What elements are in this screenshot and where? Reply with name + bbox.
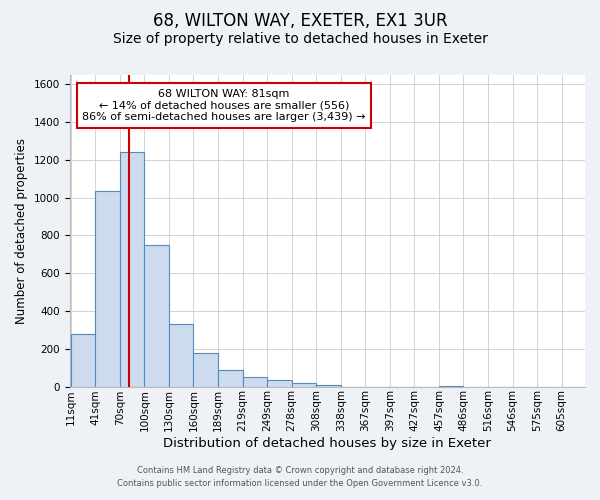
Bar: [145, 245, 169, 386]
Bar: [292, 383, 316, 386]
Text: Size of property relative to detached houses in Exeter: Size of property relative to detached ho…: [113, 32, 487, 46]
Bar: [193, 354, 218, 386]
Bar: [218, 370, 242, 386]
Bar: [169, 324, 193, 386]
Y-axis label: Number of detached properties: Number of detached properties: [15, 138, 28, 324]
Bar: [242, 377, 267, 386]
Text: Contains HM Land Registry data © Crown copyright and database right 2024.
Contai: Contains HM Land Registry data © Crown c…: [118, 466, 482, 487]
X-axis label: Distribution of detached houses by size in Exeter: Distribution of detached houses by size …: [163, 437, 491, 450]
Bar: [120, 152, 145, 386]
Text: 68, WILTON WAY, EXETER, EX1 3UR: 68, WILTON WAY, EXETER, EX1 3UR: [152, 12, 448, 30]
Bar: [71, 334, 95, 386]
Bar: [267, 380, 292, 386]
Text: 68 WILTON WAY: 81sqm
← 14% of detached houses are smaller (556)
86% of semi-deta: 68 WILTON WAY: 81sqm ← 14% of detached h…: [82, 89, 366, 122]
Bar: [95, 191, 120, 386]
Bar: [316, 384, 341, 386]
